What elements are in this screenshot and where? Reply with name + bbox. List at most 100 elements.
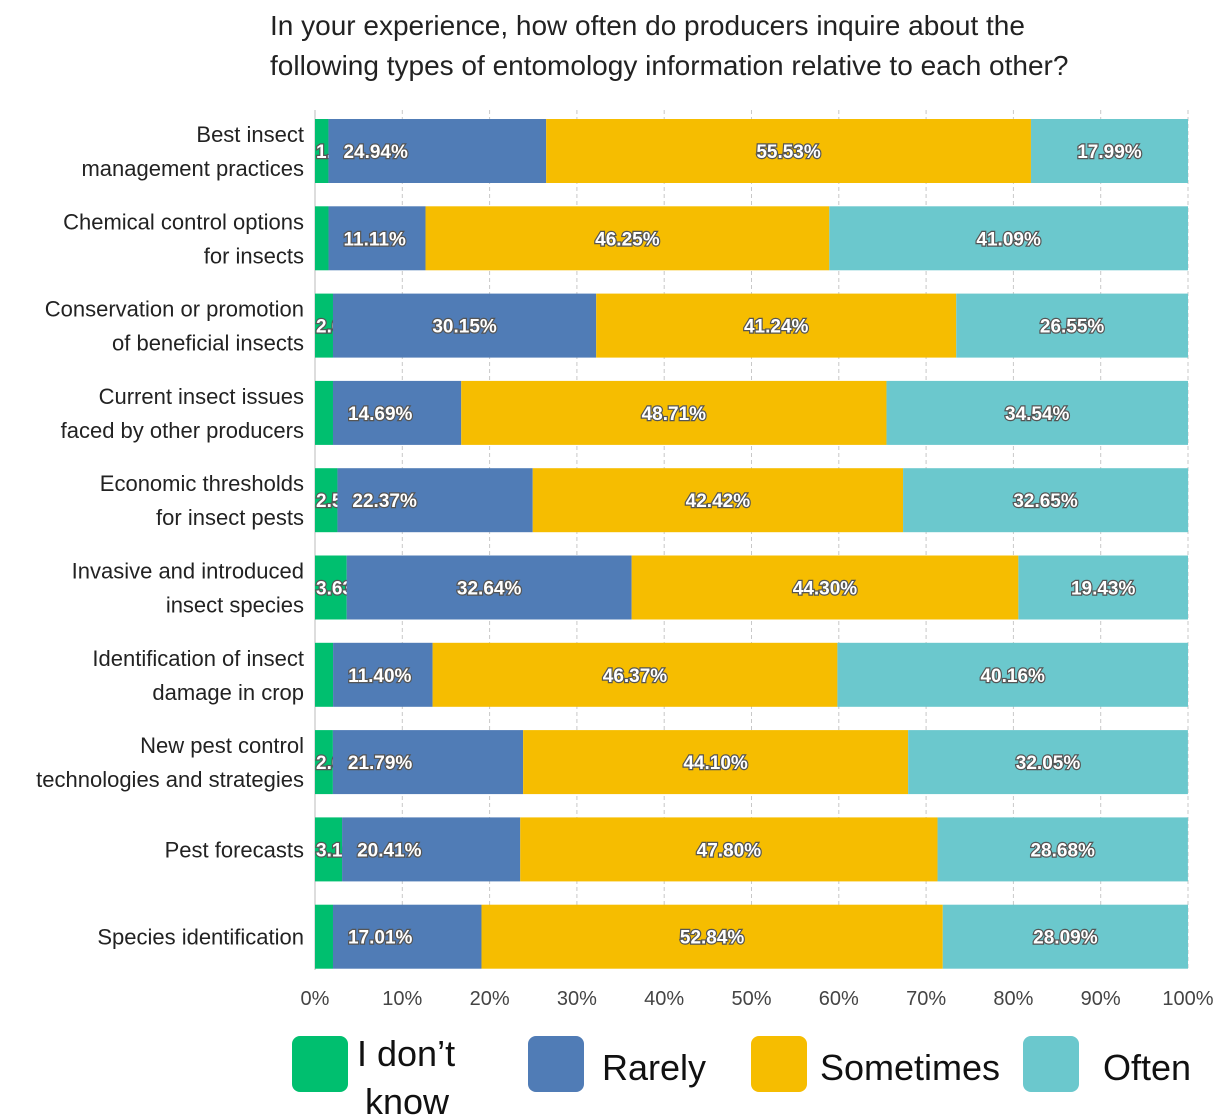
category-label: for insects	[204, 243, 304, 268]
bar-segment	[425, 206, 830, 271]
bar-segment	[956, 293, 1188, 358]
data-label: 19.43%	[1071, 579, 1136, 600]
legend-swatch	[1023, 1036, 1079, 1092]
bar-segment	[315, 119, 329, 183]
category-label: Best insect	[196, 122, 304, 147]
x-tick-label: 0%	[301, 988, 330, 1010]
x-tick-label: 20%	[470, 988, 510, 1010]
data-label: 11.40%	[348, 666, 411, 687]
legend-label: Rarely	[602, 1047, 706, 1088]
category-label: of beneficial insects	[112, 331, 304, 356]
legend: I don’t know Rarely Sometimes Often	[292, 1033, 1191, 1118]
category-label: Pest forecasts	[165, 837, 304, 862]
category-label: Conservation or promotion	[45, 297, 304, 322]
legend-swatch	[751, 1036, 807, 1092]
chart-title-line-2: following types of entomology informatio…	[270, 50, 1069, 81]
x-tick-label: 100%	[1162, 988, 1213, 1010]
chart-title-line-1: In your experience, how often do produce…	[270, 10, 1025, 41]
data-label: 48.71%	[642, 404, 707, 425]
category-labels: Best insect management practices Chemical …	[36, 122, 304, 950]
data-label: 11.11%	[344, 229, 406, 250]
legend-label: Sometimes	[820, 1047, 1000, 1088]
data-label: 14.69%	[348, 404, 413, 425]
data-label: 32.05%	[1016, 753, 1081, 774]
x-tick-label: 80%	[993, 988, 1033, 1010]
category-label: New pest control	[140, 733, 304, 758]
legend-label: I don’t	[357, 1033, 455, 1074]
bar-segment	[315, 206, 329, 271]
bar-segment	[546, 119, 1031, 183]
bar-segment	[1030, 119, 1188, 183]
data-label: 17.01%	[348, 928, 413, 949]
category-label: Current insect issues	[99, 384, 304, 409]
data-label: 46.37%	[603, 666, 668, 687]
x-tick-label: 50%	[731, 988, 771, 1010]
data-label: 44.10%	[683, 753, 748, 774]
bar-segment	[481, 904, 943, 969]
category-label: for insect pests	[156, 505, 304, 530]
data-label: 32.65%	[1013, 491, 1078, 512]
bar-segment	[315, 642, 334, 707]
bar-segment	[520, 817, 938, 882]
bar-segment	[461, 380, 887, 445]
bar-segment	[1018, 555, 1188, 620]
data-label: 28.09%	[1033, 928, 1098, 949]
bar-segment	[332, 904, 482, 969]
data-label: 20.41%	[357, 840, 422, 861]
bar-segment	[315, 730, 333, 795]
legend-label: know	[365, 1081, 450, 1118]
bar-segment	[328, 206, 426, 271]
category-label: damage in crop	[152, 680, 304, 705]
category-label: insect species	[166, 593, 304, 618]
bar-segment	[532, 468, 904, 533]
category-label: Species identification	[97, 925, 304, 950]
bar-segment	[332, 380, 462, 445]
bar-segment	[328, 119, 547, 183]
bar-segment	[908, 730, 1188, 795]
data-label: 24.94%	[343, 142, 408, 163]
bar-segment	[332, 293, 597, 358]
data-label: 47.80%	[697, 840, 762, 861]
data-label: 28.68%	[1030, 840, 1095, 861]
x-tick-label: 40%	[644, 988, 684, 1010]
bar-segment	[937, 817, 1188, 882]
chart-title: In your experience, how often do produce…	[270, 6, 1210, 86]
category-label: Invasive and introduced	[72, 559, 304, 584]
bar-segment	[333, 642, 433, 707]
bar-segment	[829, 206, 1188, 271]
data-label: 44.30%	[793, 579, 858, 600]
bar-segment	[346, 555, 632, 620]
data-label: 41.09%	[976, 229, 1041, 250]
data-label: 32.64%	[457, 579, 522, 600]
bar-segment	[337, 468, 533, 533]
bar-segment	[315, 380, 333, 445]
legend-label: Often	[1103, 1047, 1191, 1088]
bar-segment	[315, 468, 338, 533]
bar-segment	[596, 293, 957, 358]
data-label: 21.79%	[348, 753, 413, 774]
bar-segment	[332, 730, 524, 795]
x-axis-ticks: 0% 10% 20% 30% 40% 50% 60% 70% 80% 90% 100%	[301, 988, 1214, 1010]
x-tick-label: 10%	[382, 988, 422, 1010]
data-label: 42.42%	[686, 491, 751, 512]
x-tick-label: 60%	[819, 988, 859, 1010]
x-tick-label: 70%	[906, 988, 946, 1010]
data-label: 26.55%	[1040, 317, 1105, 338]
category-label: faced by other producers	[61, 418, 304, 443]
data-label: 55.53%	[756, 142, 821, 163]
legend-swatch	[528, 1036, 584, 1092]
category-label: Economic thresholds	[100, 471, 304, 496]
x-tick-label: 90%	[1081, 988, 1121, 1010]
bar-segment	[315, 555, 347, 620]
bar-segment	[903, 468, 1189, 533]
data-label: 41.24%	[744, 317, 809, 338]
data-label: 52.84%	[680, 928, 745, 949]
data-label: 30.15%	[432, 317, 497, 338]
x-tick-label: 30%	[557, 988, 597, 1010]
bar-segment	[942, 904, 1188, 969]
category-label: Chemical control options	[63, 209, 304, 234]
bar-segment	[631, 555, 1019, 620]
category-label: Identification of insect	[92, 646, 304, 671]
legend-swatch	[292, 1036, 348, 1092]
data-label: 34.54%	[1005, 404, 1070, 425]
